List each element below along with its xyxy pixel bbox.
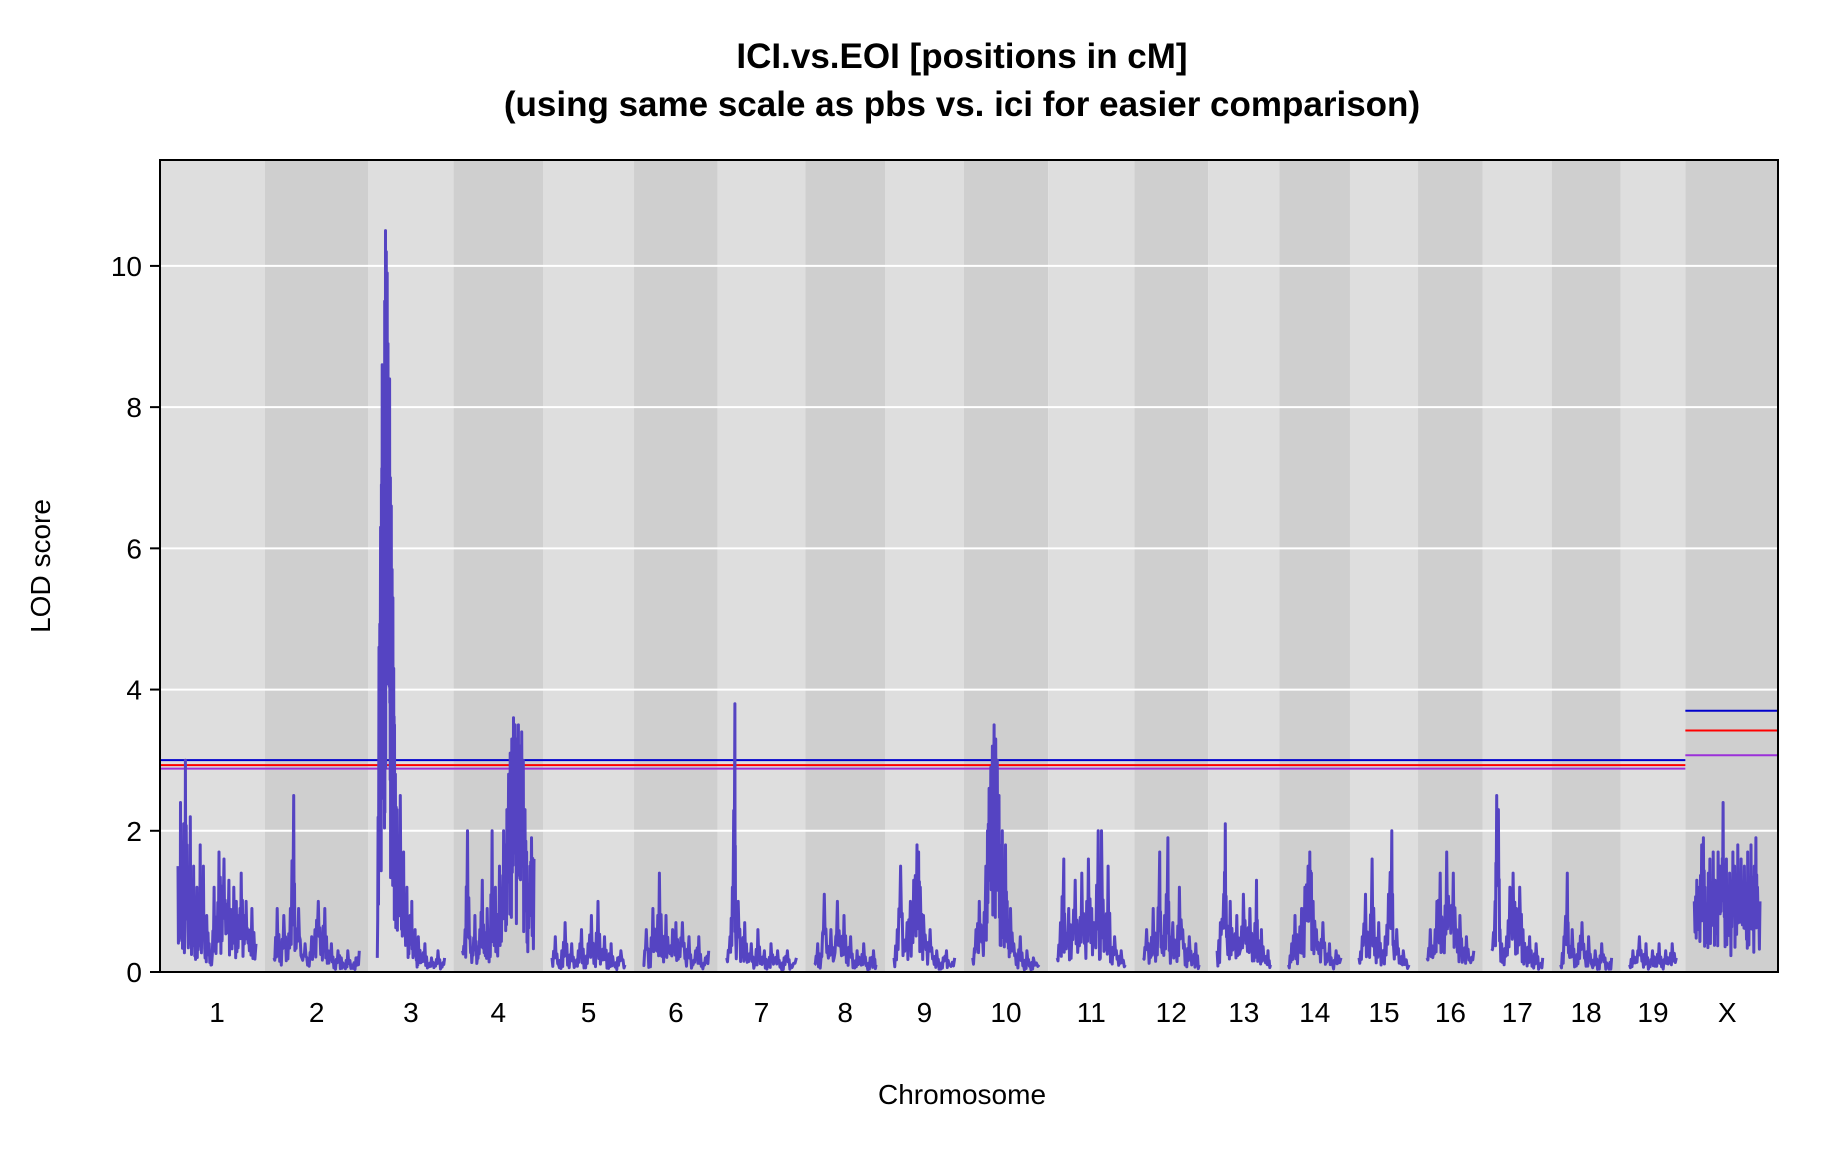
lod-curve-chr-17 <box>1490 794 1545 971</box>
lod-curve-chr-3 <box>375 229 447 971</box>
lod-curve-chr-19 <box>1628 935 1678 971</box>
lod-curve-chr-8 <box>813 892 878 972</box>
plot-background <box>160 160 1778 972</box>
lod-curve-chr-7 <box>725 702 798 972</box>
y-tick-label: 8 <box>126 392 142 423</box>
x-tick-label: 6 <box>668 997 684 1028</box>
chromosome-band-19 <box>1620 160 1686 972</box>
lod-curve-chr-10 <box>971 723 1041 972</box>
x-tick-label: 15 <box>1368 997 1399 1028</box>
x-tick-label: 10 <box>990 997 1021 1028</box>
lod-curve-chr-X <box>1692 801 1762 958</box>
x-tick-label: 18 <box>1571 997 1602 1028</box>
chromosome-band-17 <box>1482 160 1552 972</box>
y-tick-label: 10 <box>111 251 142 282</box>
lod-curve-chr-13 <box>1215 822 1272 970</box>
x-tick-label: 5 <box>581 997 597 1028</box>
y-tick-label: 6 <box>126 533 142 564</box>
chromosome-band-9 <box>884 160 964 972</box>
chromosome-band-16 <box>1418 160 1483 972</box>
x-tick-label: 17 <box>1502 997 1533 1028</box>
y-tick-label: 2 <box>126 816 142 847</box>
chromosome-band-5 <box>542 160 635 972</box>
x-axis-label: Chromosome <box>878 1079 1046 1110</box>
x-tick-label: X <box>1718 997 1737 1028</box>
chromosome-band-12 <box>1134 160 1209 972</box>
threshold-lines <box>160 709 1778 770</box>
lod-curve-chr-18 <box>1559 871 1614 971</box>
chart-title-line-1: ICI.vs.EOI [positions in cM] <box>736 37 1187 76</box>
chromosome-band-18 <box>1551 160 1621 972</box>
x-tick-label: 9 <box>917 997 933 1028</box>
y-tick-label: 0 <box>126 957 142 988</box>
y-tick-label: 4 <box>126 675 142 706</box>
x-tick-label: 19 <box>1637 997 1668 1028</box>
y-axis: 0 2 4 6 8 10 <box>111 251 160 988</box>
chromosome-band-X <box>1685 160 1778 972</box>
lod-curve-chr-5 <box>550 899 627 972</box>
x-tick-label: 2 <box>309 997 325 1028</box>
lod-curve-chr-9 <box>892 843 957 971</box>
lod-curve-chr-14 <box>1287 850 1343 971</box>
y-axis-label: LOD score <box>25 499 56 633</box>
lod-curve-chr-2 <box>272 794 361 971</box>
lod-curve-chr-11 <box>1055 829 1127 969</box>
chromosome-band-14 <box>1279 160 1350 972</box>
plot-frame <box>159 159 1779 973</box>
x-tick-label: 11 <box>1077 997 1106 1028</box>
x-tick-label: 8 <box>837 997 853 1028</box>
chromosome-band-6 <box>634 160 718 972</box>
chromosome-band-2 <box>264 160 369 972</box>
x-tick-label: 4 <box>491 997 507 1028</box>
lod-curve-chr-1 <box>176 758 258 967</box>
lod-curve-chr-6 <box>642 871 711 971</box>
x-tick-label: 3 <box>403 997 419 1028</box>
chromosome-band-8 <box>805 160 885 972</box>
x-tick-label: 14 <box>1299 997 1330 1028</box>
x-tick-label: 13 <box>1228 997 1259 1028</box>
lod-curve-chr-4 <box>461 716 536 965</box>
chart-title-line-2: (using same scale as pbs vs. ici for eas… <box>504 85 1420 124</box>
x-axis: 1 2 3 4 5 6 7 8 9 10 11 12 13 14 15 16 17 18 19 X <box>209 997 1737 1028</box>
chromosome-band-1 <box>160 160 265 972</box>
lod-curve-chr-16 <box>1425 850 1476 965</box>
chromosome-band-11 <box>1048 160 1135 972</box>
chromosome-band-15 <box>1349 160 1419 972</box>
lod-curves <box>176 229 1762 972</box>
x-tick-label: 12 <box>1156 997 1187 1028</box>
x-tick-label: 7 <box>754 997 770 1028</box>
x-tick-label: 16 <box>1435 997 1466 1028</box>
lod-curve-chr-12 <box>1142 836 1201 971</box>
x-tick-label: 1 <box>209 997 225 1028</box>
chromosome-band-7 <box>717 160 806 972</box>
chromosome-band-10 <box>963 160 1049 972</box>
lod-curve-chr-15 <box>1357 829 1411 970</box>
chromosome-band-13 <box>1208 160 1280 972</box>
